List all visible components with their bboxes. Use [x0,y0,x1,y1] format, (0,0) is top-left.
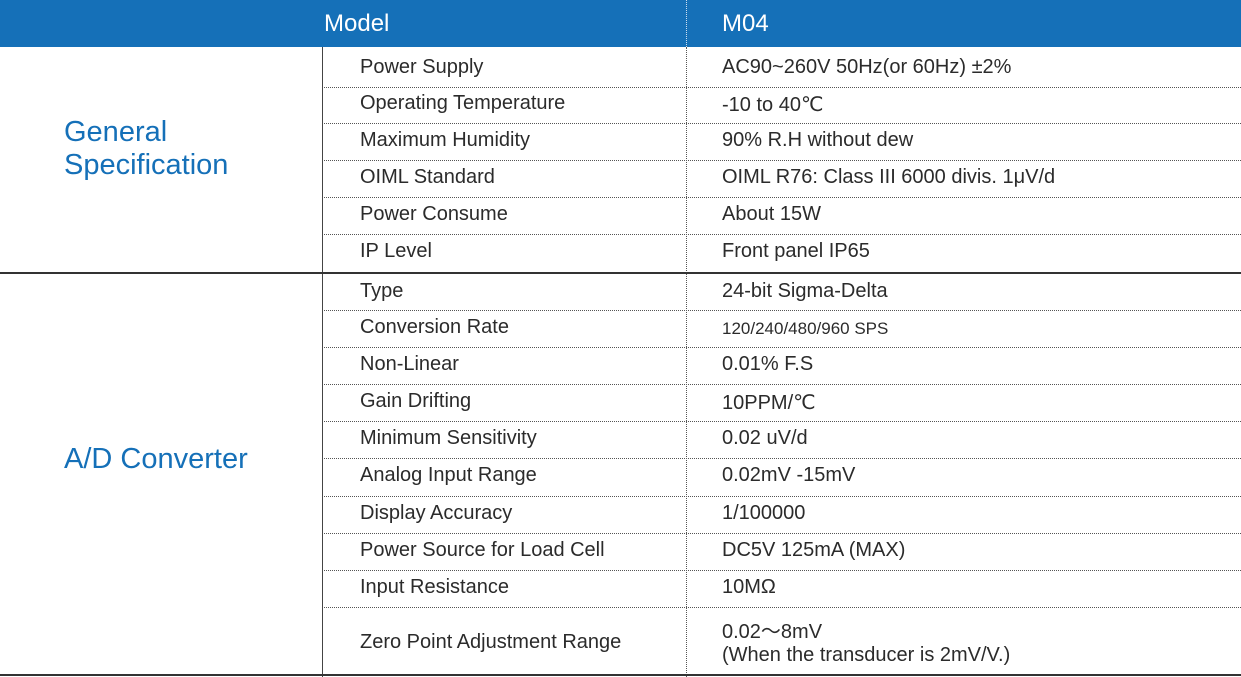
row-value: 0.02～8mV [722,621,823,643]
row-value: DC5V 125mA (MAX) [722,539,906,561]
row-label: Power Source for Load Cell [360,539,605,561]
row-value: 90% R.H without dew [722,129,914,151]
table-row: Gain Drifting 10PPM/℃ [324,387,1241,419]
header-model-label: Model [324,10,390,37]
row-label: Input Resistance [360,576,509,598]
section-title-ad-converter: A/D Converter [64,443,248,476]
section-divider [0,272,1241,274]
row-label: Power Consume [360,203,508,225]
section-title-ad-line1: A/D Converter [64,443,248,475]
row-divider [324,197,1241,198]
table-row: Power Consume About 15W [324,200,1241,232]
table-row: Conversion Rate 120/240/480/960 SPS [324,313,1241,345]
row-label: OIML Standard [360,166,495,188]
row-label: Maximum Humidity [360,129,531,151]
table-row: Minimum Sensitivity 0.02 uV/d [324,424,1241,456]
row-divider [324,570,1241,571]
table-row: Power Source for Load Cell DC5V 125mA (M… [324,536,1241,568]
row-divider [324,347,1241,348]
row-divider [324,160,1241,161]
row-value: -10 to 40℃ [722,94,824,116]
row-label: Type [360,280,404,302]
table-row: OIML Standard OIML R76: Class III 6000 d… [324,163,1241,195]
row-value: Front panel IP65 [722,240,870,262]
row-label: Analog Input Range [360,464,537,486]
row-value: AC90~260V 50Hz(or 60Hz) ±2% [722,56,1012,78]
table-bottom-border [0,674,1241,676]
table-row: Zero Point Adjustment Range 0.02～8mV (Wh… [324,610,1241,672]
column-separator-middle [686,47,687,677]
row-value: 24-bit Sigma-Delta [722,280,888,302]
row-value: 10PPM/℃ [722,392,816,414]
row-divider [324,421,1241,422]
row-label: Minimum Sensitivity [360,427,537,449]
row-divider [324,234,1241,235]
row-divider [324,87,1241,88]
table-row: IP Level Front panel IP65 [324,237,1241,269]
row-divider [324,496,1241,497]
column-separator-left [322,47,323,677]
row-label: Power Supply [360,56,484,78]
row-label: Gain Drifting [360,390,472,412]
section-title-general-line2: Specification [64,149,229,181]
table-row: Power Supply AC90~260V 50Hz(or 60Hz) ±2% [324,53,1241,85]
row-value: 120/240/480/960 SPS [722,319,889,338]
table-header: Model M04 [0,0,1241,47]
section-title-general: General Specification [64,116,228,182]
row-value: 0.02 uV/d [722,427,808,449]
table-row: Display Accuracy 1/100000 [324,499,1241,531]
header-model-value: M04 [722,10,769,37]
table-row: Type 24-bit Sigma-Delta [324,277,1241,309]
table-row: Maximum Humidity 90% R.H without dew [324,126,1241,158]
row-label: Non-Linear [360,353,459,375]
table-row: Input Resistance 10MΩ [324,573,1241,605]
header-divider [686,0,687,47]
section-title-general-line1: General [64,116,168,148]
row-value: 0.02mV -15mV [722,464,856,486]
row-label: Conversion Rate [360,316,509,338]
row-label: Display Accuracy [360,502,513,524]
row-divider [324,607,1241,608]
row-value: About 15W [722,203,821,225]
row-label: Operating Temperature [360,92,566,114]
row-value: 10MΩ [722,576,776,598]
row-divider [324,384,1241,385]
table-row: Non-Linear 0.01% F.S [324,350,1241,382]
row-value-note: (When the transducer is 2mV/V.) [722,644,1011,666]
row-divider [324,458,1241,459]
row-value: 1/100000 [722,502,806,524]
table-row: Analog Input Range 0.02mV -15mV [324,461,1241,493]
row-divider [324,123,1241,124]
table-row: Operating Temperature -10 to 40℃ [324,89,1241,121]
row-label: Zero Point Adjustment Range [360,631,622,653]
row-divider [324,310,1241,311]
row-value: 0.01% F.S [722,353,814,375]
row-value: OIML R76: Class III 6000 divis. 1μV/d [722,166,1056,188]
row-divider [324,533,1241,534]
row-label: IP Level [360,240,432,262]
